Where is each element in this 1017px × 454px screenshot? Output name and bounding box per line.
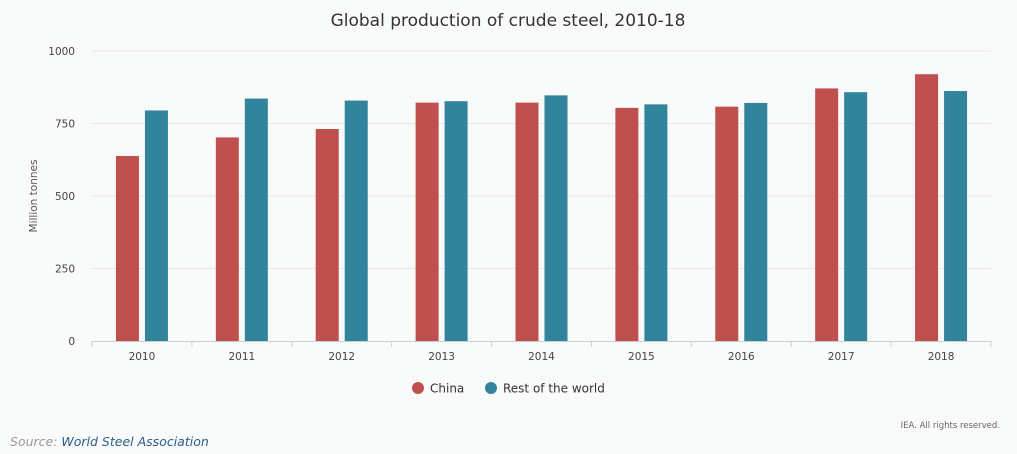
- legend-item-rest-of-world[interactable]: Rest of the world: [485, 382, 605, 396]
- bar-rest-of-world: [144, 110, 168, 341]
- bar-rest-of-world: [744, 102, 768, 341]
- bar-china: [615, 107, 639, 341]
- x-tick-label: 2010: [129, 351, 156, 363]
- y-tick-label: 0: [68, 336, 75, 348]
- bar-rest-of-world: [244, 98, 268, 341]
- y-axis-ticks: 0 250 500 750 1000: [48, 46, 75, 348]
- x-tick-label: 2018: [928, 351, 955, 363]
- y-tick-label: 250: [55, 264, 75, 276]
- bar-china: [315, 129, 339, 341]
- y-axis-title: Million tonnes: [28, 160, 40, 233]
- x-tick-label: 2015: [628, 351, 655, 363]
- bar-china: [515, 102, 539, 342]
- bar-rest-of-world: [644, 104, 668, 341]
- bar-china: [215, 137, 239, 341]
- x-tick-label: 2014: [528, 351, 555, 363]
- legend-swatch: [485, 382, 497, 394]
- grid-lines: [92, 50, 991, 269]
- source-link[interactable]: World Steel Association: [61, 434, 209, 449]
- source-line: Source: World Steel Association: [10, 434, 209, 449]
- x-tick-label: 2017: [828, 351, 855, 363]
- legend-label: China: [430, 382, 464, 396]
- bar-rest-of-world: [944, 91, 968, 342]
- legend-item-china[interactable]: China: [412, 382, 464, 396]
- x-tick-label: 2013: [428, 351, 455, 363]
- bar-rest-of-world: [344, 100, 368, 341]
- bar-china: [415, 102, 439, 342]
- chart-title: Global production of crude steel, 2010-1…: [331, 11, 686, 31]
- x-axis-ticks: 2010 2011 2012 2013 2014 2015 2016 2017 2018: [91, 341, 992, 363]
- y-tick-label: 500: [55, 191, 75, 203]
- bar-china: [715, 106, 739, 342]
- bar-rest-of-world: [444, 101, 468, 341]
- bars: [115, 74, 968, 342]
- legend: China Rest of the world: [412, 382, 605, 396]
- legend-label: Rest of the world: [503, 382, 605, 396]
- bar-rest-of-world: [544, 95, 568, 342]
- bar-china: [815, 88, 839, 341]
- x-tick-label: 2012: [328, 351, 355, 363]
- legend-swatch: [412, 382, 424, 394]
- y-tick-label: 1000: [48, 46, 75, 58]
- bar-rest-of-world: [844, 92, 868, 342]
- source-label: Source:: [10, 434, 58, 449]
- bar-china: [115, 155, 139, 341]
- y-tick-label: 750: [55, 119, 75, 131]
- bar-china: [915, 74, 939, 341]
- x-tick-label: 2016: [728, 351, 755, 363]
- rights-notice: IEA. All rights reserved.: [901, 421, 1000, 431]
- x-tick-label: 2011: [228, 351, 255, 363]
